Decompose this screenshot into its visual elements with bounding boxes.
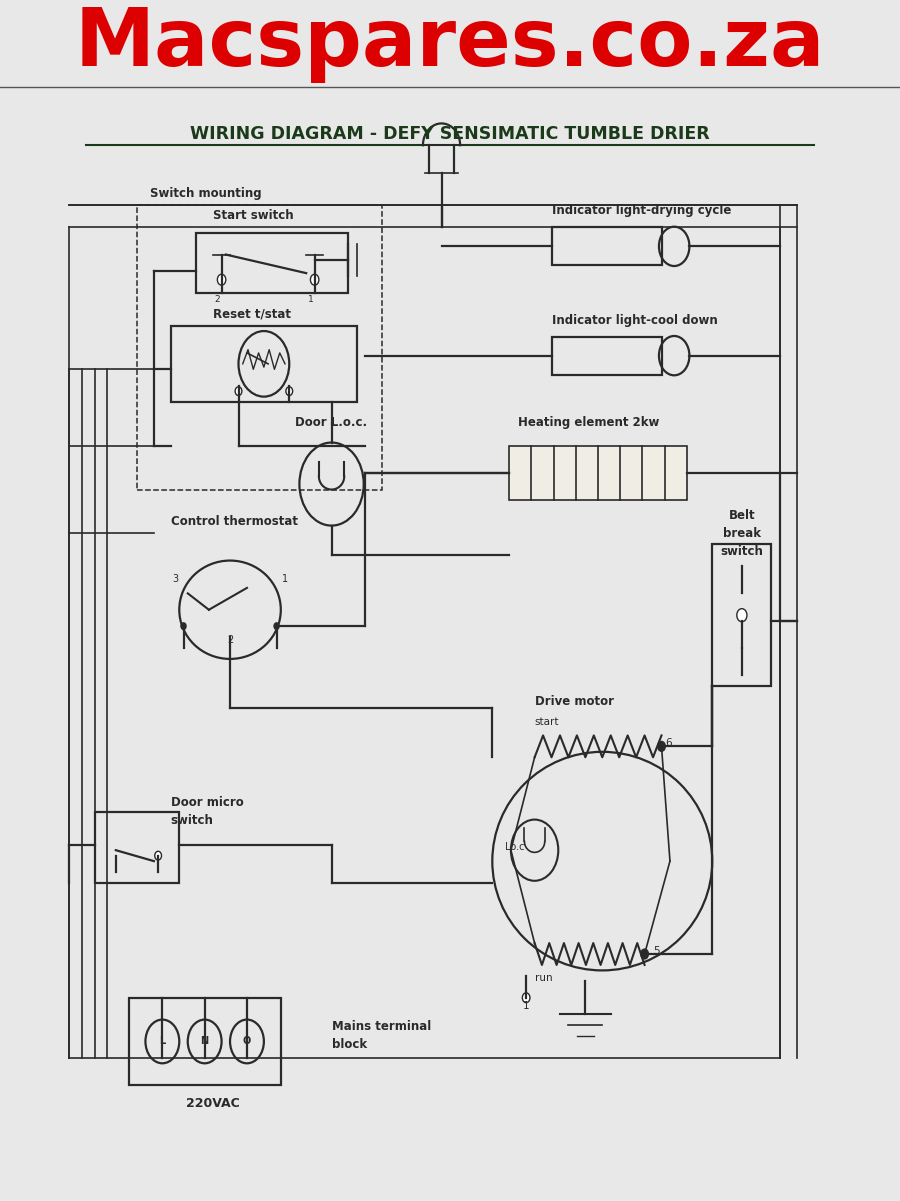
Bar — [712, 544, 771, 686]
Text: Lo.c: Lo.c — [505, 842, 525, 853]
Text: start: start — [535, 717, 559, 727]
Text: 2: 2 — [227, 634, 233, 645]
Text: 1: 1 — [308, 295, 313, 304]
Circle shape — [641, 949, 648, 958]
Text: Heating element 2kw: Heating element 2kw — [518, 417, 659, 430]
Text: Mains terminal
block: Mains terminal block — [331, 1021, 431, 1052]
Text: Indicator light-cool down: Indicator light-cool down — [552, 313, 717, 327]
Text: N: N — [201, 1036, 209, 1046]
Circle shape — [235, 387, 242, 395]
Circle shape — [286, 387, 292, 395]
Text: Drive motor: Drive motor — [535, 695, 614, 709]
Text: Reset t/stat: Reset t/stat — [213, 307, 291, 321]
Bar — [552, 336, 662, 375]
Circle shape — [522, 993, 530, 1003]
Text: 5: 5 — [653, 946, 660, 956]
Text: 6: 6 — [666, 739, 672, 748]
Circle shape — [737, 609, 747, 622]
Circle shape — [218, 274, 226, 285]
Circle shape — [181, 623, 186, 629]
Text: Start switch: Start switch — [213, 209, 293, 222]
Text: Control thermostat: Control thermostat — [171, 515, 298, 527]
Circle shape — [310, 274, 319, 285]
Text: Switch mounting: Switch mounting — [149, 187, 261, 199]
Circle shape — [274, 623, 279, 629]
Text: run: run — [535, 973, 553, 984]
Text: 2: 2 — [214, 295, 220, 304]
Text: WIRING DIAGRAM - DEFY SENSIMATIC TUMBLE DRIER: WIRING DIAGRAM - DEFY SENSIMATIC TUMBLE … — [190, 125, 710, 143]
Text: Belt
break
switch: Belt break switch — [720, 509, 763, 557]
Circle shape — [155, 852, 161, 860]
Text: Door micro
switch: Door micro switch — [171, 796, 244, 827]
Text: 1: 1 — [282, 574, 288, 585]
Bar — [171, 325, 357, 402]
Text: 1: 1 — [523, 1000, 529, 1011]
Text: 3: 3 — [172, 574, 178, 585]
Bar — [129, 998, 281, 1086]
Text: Indicator light-drying cycle: Indicator light-drying cycle — [552, 204, 731, 217]
Text: Macspares.co.za: Macspares.co.za — [75, 5, 825, 83]
Bar — [509, 446, 687, 501]
Text: 220VAC: 220VAC — [186, 1097, 240, 1110]
Bar — [552, 227, 662, 265]
Text: Door L.o.c.: Door L.o.c. — [295, 417, 367, 430]
Bar — [196, 233, 348, 293]
Text: L: L — [159, 1036, 166, 1046]
Text: O: O — [243, 1036, 251, 1046]
Circle shape — [658, 741, 665, 752]
Bar — [94, 812, 179, 883]
